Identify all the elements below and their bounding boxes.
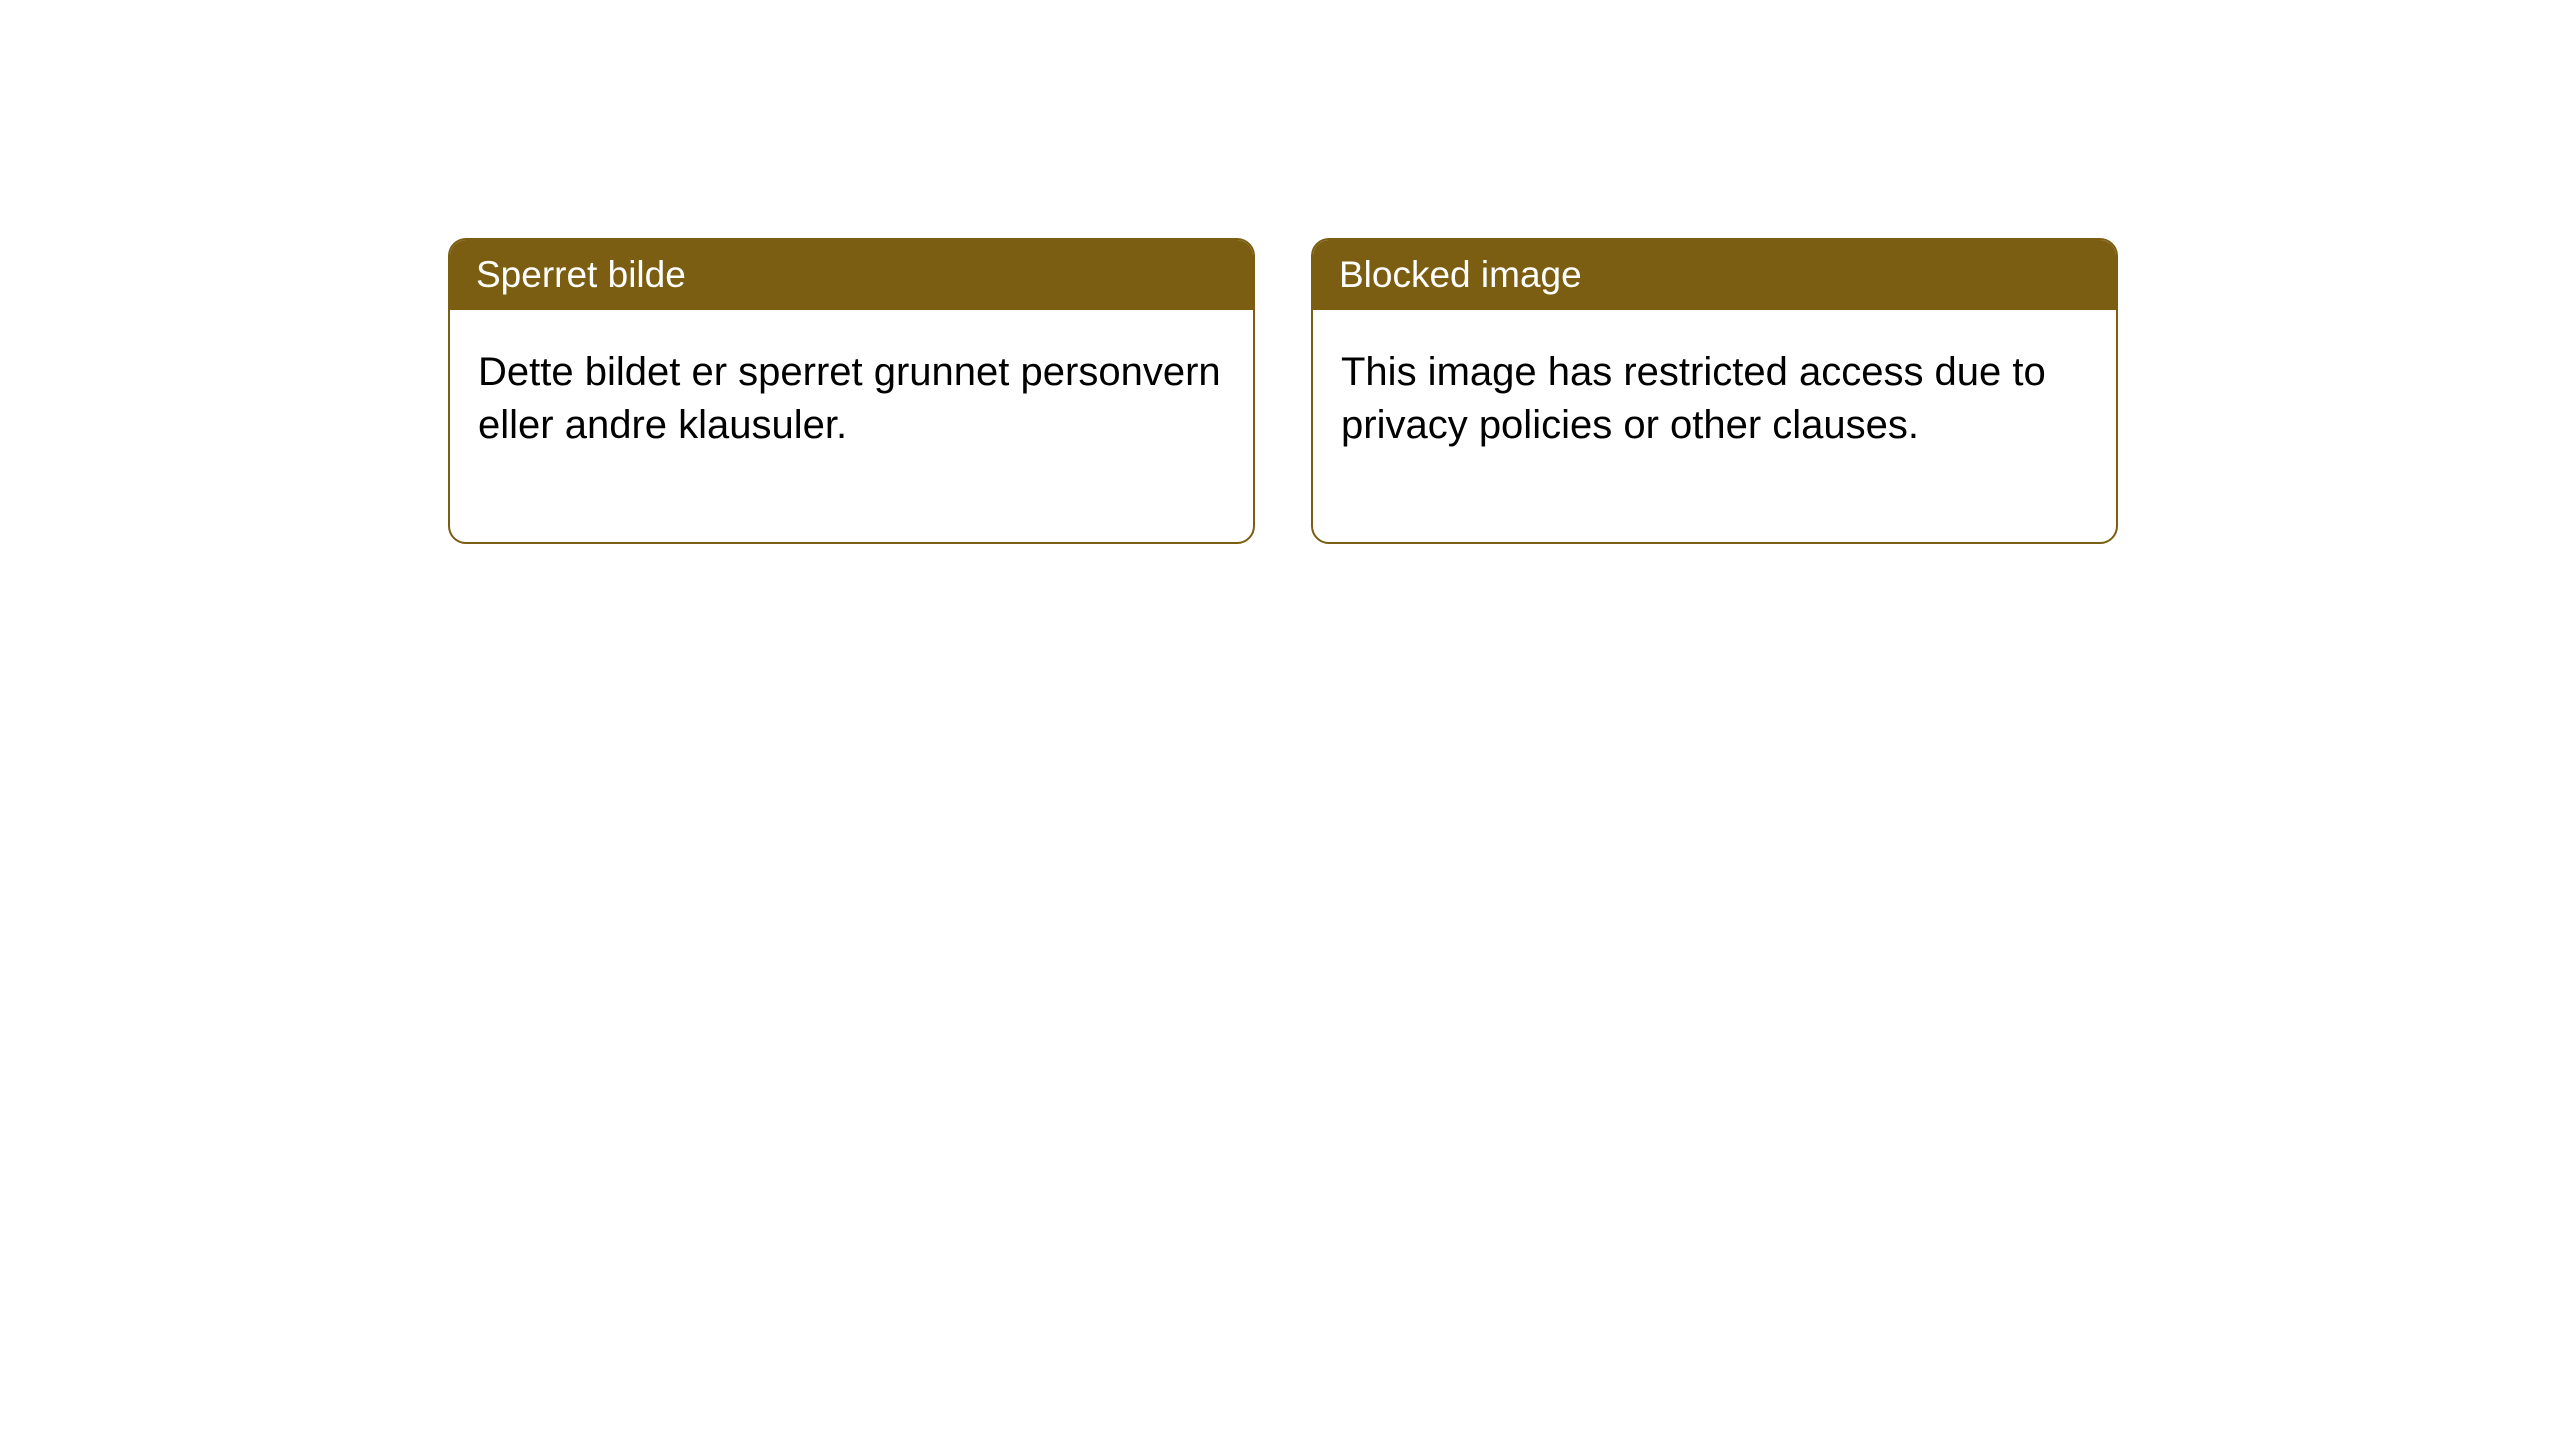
notice-card-english: Blocked image This image has restricted …	[1311, 238, 2118, 544]
notice-card-norwegian: Sperret bilde Dette bildet er sperret gr…	[448, 238, 1255, 544]
notice-body-english: This image has restricted access due to …	[1313, 310, 2116, 542]
notice-container: Sperret bilde Dette bildet er sperret gr…	[448, 238, 2118, 544]
notice-title-norwegian: Sperret bilde	[476, 254, 686, 295]
notice-text-english: This image has restricted access due to …	[1341, 350, 2046, 447]
notice-title-english: Blocked image	[1339, 254, 1582, 295]
notice-header-norwegian: Sperret bilde	[450, 240, 1253, 310]
notice-body-norwegian: Dette bildet er sperret grunnet personve…	[450, 310, 1253, 542]
notice-text-norwegian: Dette bildet er sperret grunnet personve…	[478, 350, 1221, 447]
notice-header-english: Blocked image	[1313, 240, 2116, 310]
